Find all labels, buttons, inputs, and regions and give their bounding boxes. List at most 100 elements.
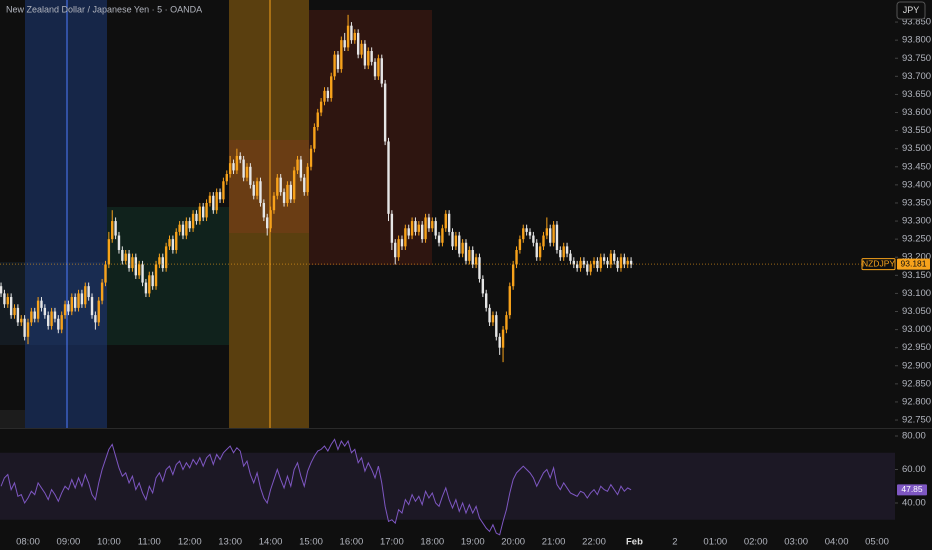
candle-body <box>353 32 357 41</box>
rsi-badge <box>897 484 927 496</box>
candle-body <box>572 260 576 265</box>
candle-body <box>205 202 208 218</box>
candle-body <box>562 246 565 258</box>
candle-body <box>148 275 151 294</box>
y-tick-label: 93.650 <box>902 89 931 100</box>
candle-body <box>458 235 461 254</box>
candle-body <box>134 257 138 276</box>
candle-body <box>175 231 178 250</box>
candle-body <box>360 43 363 55</box>
x-tick-label: 15:00 <box>299 537 323 548</box>
candle-body <box>481 278 485 294</box>
candle-body <box>201 206 205 218</box>
rsi-value-label: 47.85 <box>901 484 923 494</box>
candle-body <box>77 293 80 308</box>
candle-body <box>511 264 515 287</box>
candle-body <box>259 181 262 203</box>
candle-body <box>555 224 559 250</box>
candle-body <box>356 32 360 55</box>
candle-body <box>6 297 9 305</box>
candle-body <box>350 25 353 41</box>
candle-body <box>336 54 340 70</box>
candle-body <box>333 54 336 77</box>
candle-body <box>100 282 104 301</box>
candle-body <box>461 242 464 254</box>
candle-body <box>508 286 511 316</box>
candle-body <box>447 213 451 232</box>
candle-body <box>410 221 414 236</box>
candle-body <box>40 300 43 308</box>
candle-body <box>131 257 134 269</box>
y-tick-label: 93.800 <box>902 35 931 46</box>
candle-body <box>575 264 579 269</box>
candle-body <box>437 235 441 243</box>
candle-body <box>292 170 296 200</box>
candle-body <box>60 315 63 330</box>
candle-body <box>154 264 158 287</box>
candle-body <box>431 221 434 229</box>
candles <box>0 14 633 363</box>
x-tick-label: 12:00 <box>178 537 202 548</box>
candle-body <box>387 141 390 214</box>
candle-body <box>538 246 542 258</box>
x-tick-label: 05:00 <box>865 537 889 548</box>
candle-body <box>495 315 498 337</box>
x-tick-label: 10:00 <box>97 537 121 548</box>
candle-body <box>215 192 218 211</box>
candle-body <box>491 315 495 323</box>
chart-title: New Zealand Dollar / Japanese Yen · 5 · … <box>6 4 202 14</box>
candle-body <box>117 235 121 250</box>
candle-body <box>363 43 367 66</box>
candle-body <box>397 239 400 258</box>
candle-body <box>20 318 23 323</box>
candle-body <box>316 112 319 127</box>
candle-body <box>606 260 609 265</box>
candle-body <box>239 155 242 160</box>
candle-body <box>400 239 404 247</box>
candle-body <box>43 307 47 316</box>
candle-body <box>23 318 26 337</box>
candle-body <box>474 257 478 265</box>
candle-body <box>158 257 161 265</box>
candle-body <box>9 297 13 316</box>
candle-body <box>255 181 259 196</box>
candle-body <box>613 253 616 261</box>
candle-body <box>545 228 549 236</box>
rsi-pane <box>0 438 895 536</box>
candle-body <box>373 61 377 77</box>
candle-body <box>181 224 185 236</box>
candle-body <box>87 286 90 298</box>
y-tick-label: 93.550 <box>902 125 931 136</box>
candle-body <box>73 297 77 308</box>
candle-body <box>124 253 127 261</box>
y-tick-label: 93.250 <box>902 234 931 245</box>
candle-body <box>53 311 57 319</box>
candle-body <box>444 213 447 229</box>
candle-body <box>602 257 606 261</box>
candle-body <box>427 217 431 229</box>
x-tick-label: 18:00 <box>420 537 444 548</box>
candle-body <box>340 40 343 70</box>
candle-body <box>111 221 114 240</box>
candle-body <box>228 163 232 175</box>
candle-body <box>471 249 474 265</box>
currency-button[interactable] <box>896 1 926 20</box>
candle-body <box>30 311 33 323</box>
candle-body <box>279 177 282 193</box>
currency-label[interactable]: JPY <box>903 5 920 15</box>
candle-body <box>609 253 613 265</box>
candle-body <box>57 318 60 330</box>
candle-body <box>626 260 629 265</box>
y-tick-label: 93.600 <box>902 107 931 118</box>
candle-body <box>569 253 572 261</box>
candle-body <box>276 177 279 196</box>
y-tick-label: 93.700 <box>902 71 931 82</box>
candle-body <box>212 195 215 211</box>
candle-body <box>383 83 387 142</box>
x-tick-label: 08:00 <box>16 537 40 548</box>
candle-body <box>579 260 582 269</box>
candle-body <box>303 177 306 193</box>
symbol-badge <box>861 258 896 271</box>
candle-body <box>535 242 538 258</box>
y-tick-label: 93.200 <box>902 252 931 263</box>
